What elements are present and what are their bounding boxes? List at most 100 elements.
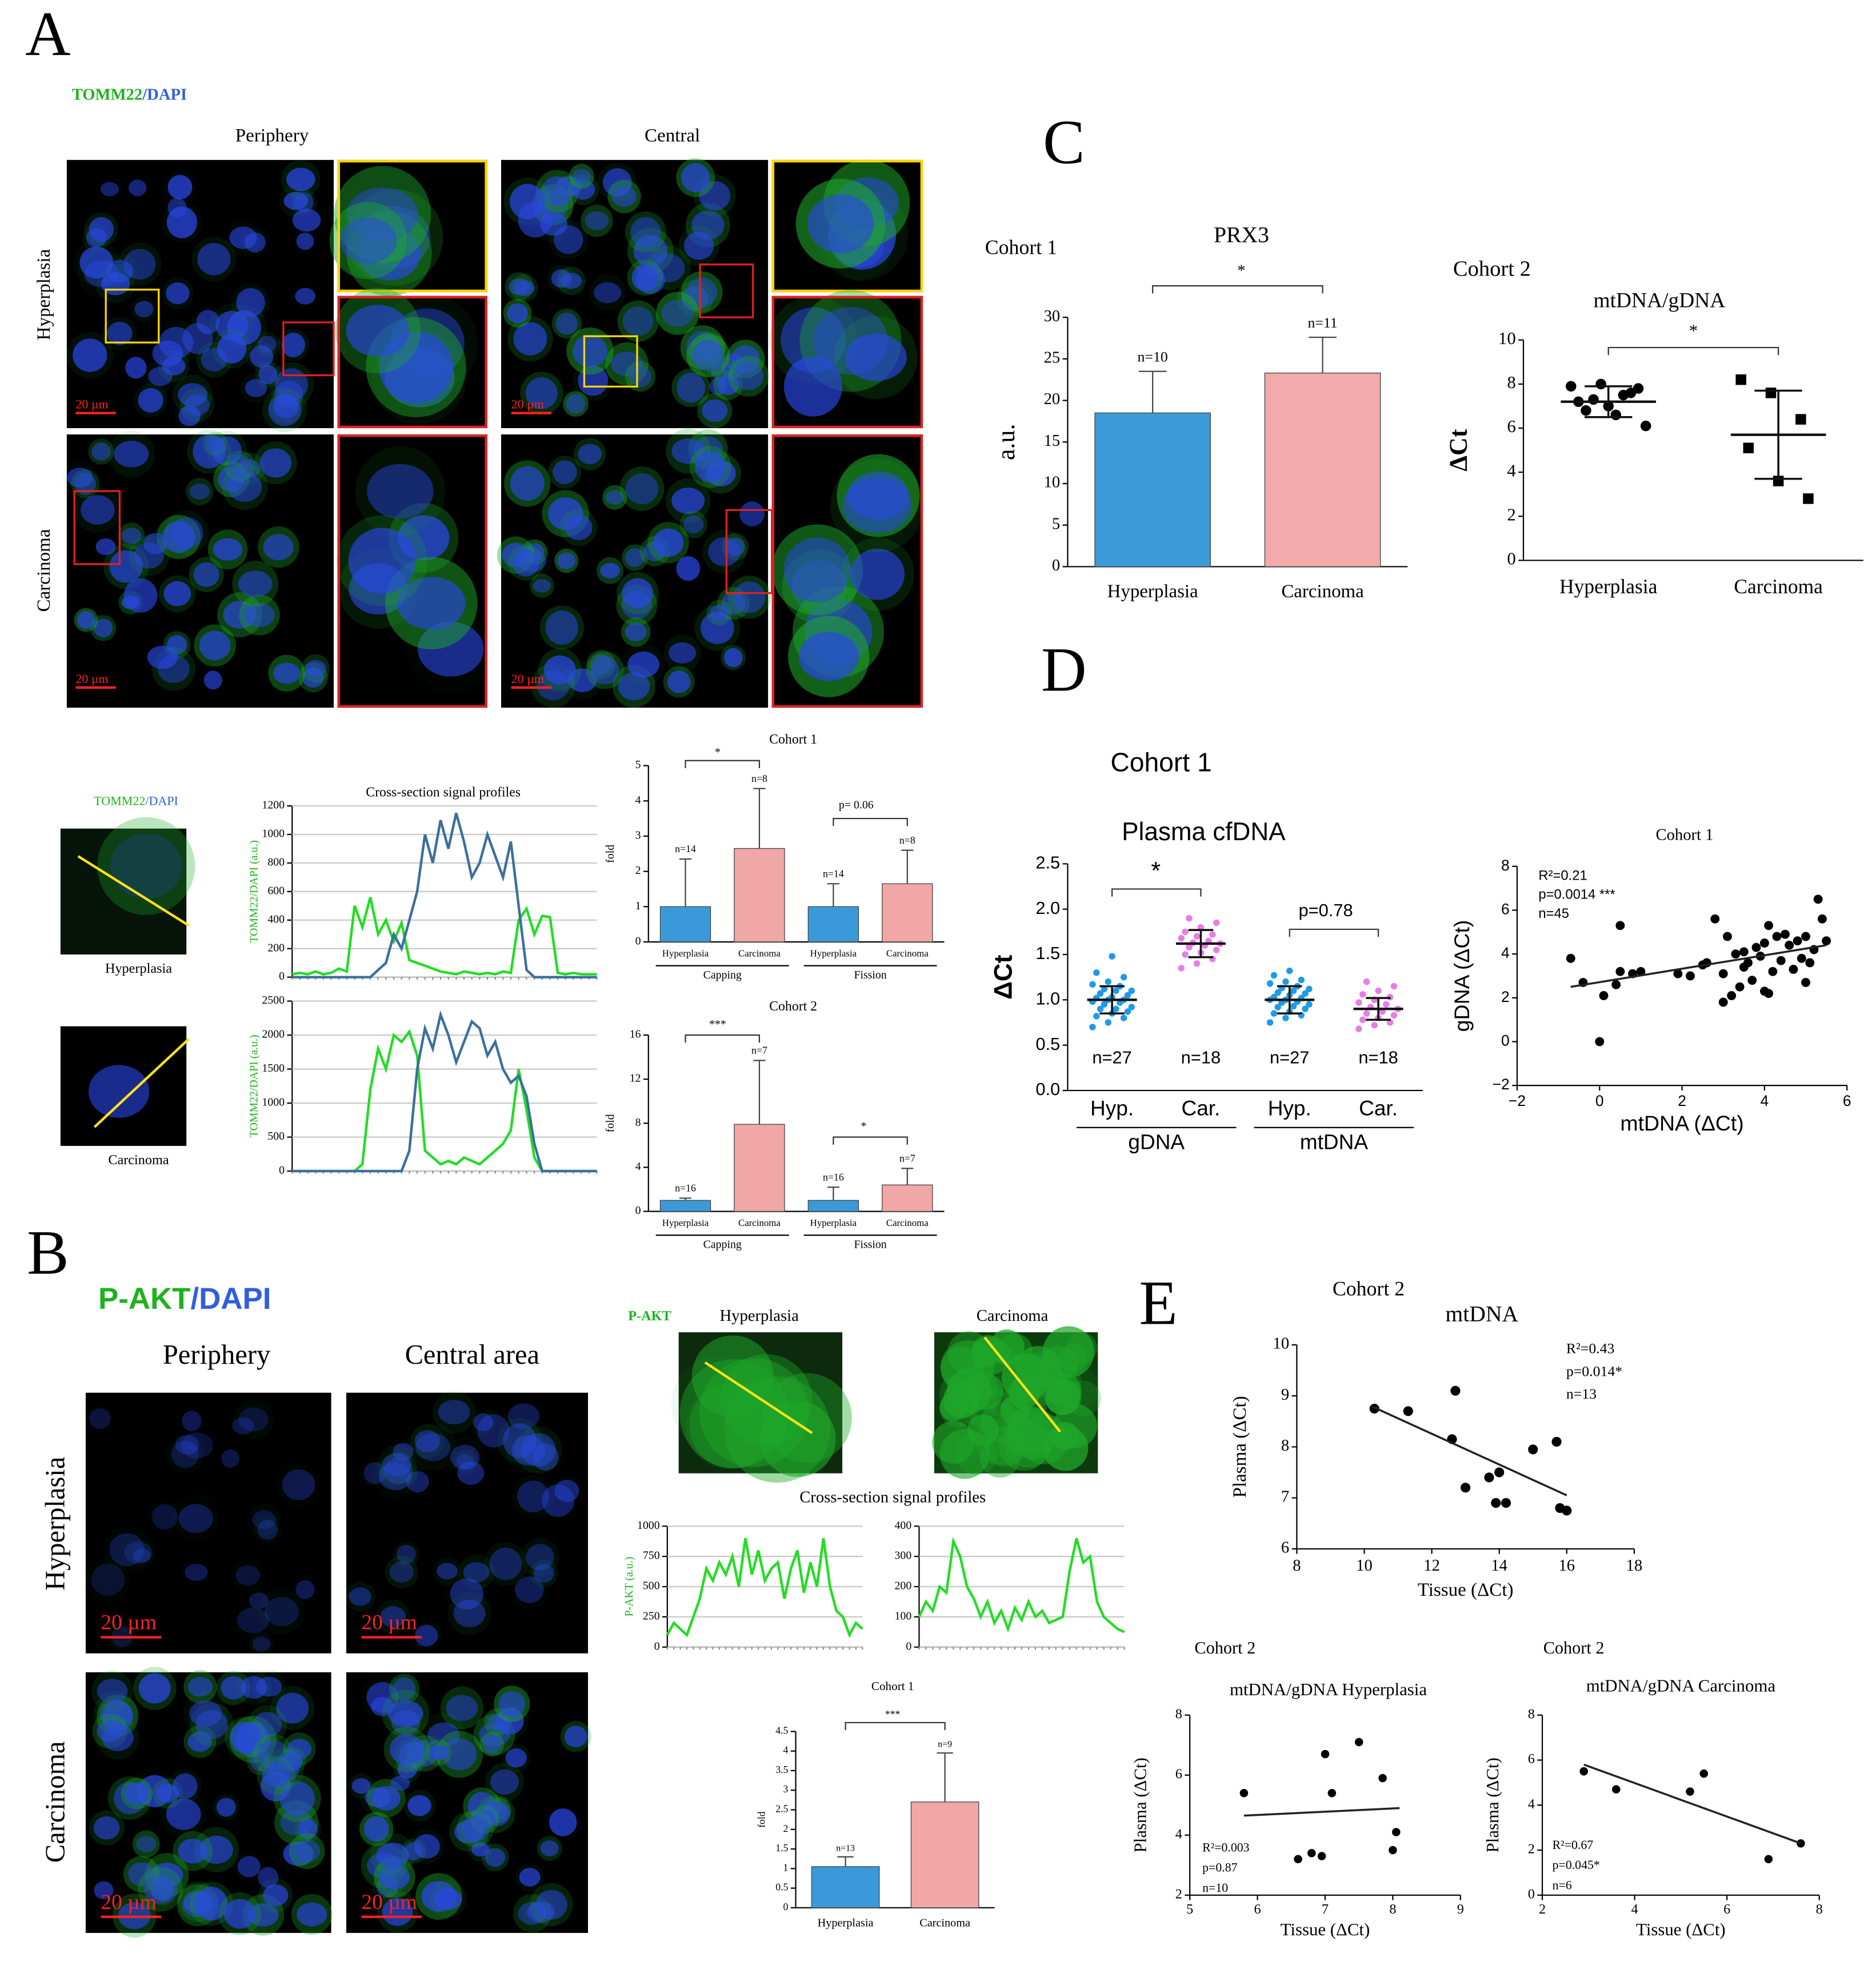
nucleus <box>363 1462 387 1484</box>
cytoplasm <box>617 300 659 342</box>
cytoplasm <box>164 510 209 556</box>
y-tick-label: 250 <box>643 1609 660 1622</box>
y-tick-label: 2 <box>1507 505 1515 524</box>
cytoplasm <box>379 1452 418 1490</box>
x-tick-label: Carcinoma <box>1281 581 1364 602</box>
micrograph-cells <box>932 1326 1101 1479</box>
nucleus <box>653 528 684 557</box>
micrograph <box>346 1392 589 1654</box>
data-point <box>1193 960 1201 967</box>
cytoplasm <box>671 1355 769 1453</box>
data-point <box>1109 953 1115 960</box>
data-point <box>1673 969 1683 978</box>
x-tick-label: Carcinoma <box>1734 575 1823 598</box>
cytoplasm <box>681 271 723 313</box>
data-point <box>1327 1788 1337 1798</box>
profile-line <box>983 1336 1061 1433</box>
data-point <box>1727 991 1737 1000</box>
data-point <box>1581 405 1591 416</box>
cytoplasm <box>589 274 626 311</box>
cytoplasm <box>679 510 707 538</box>
cytoplasm <box>447 1592 491 1635</box>
nucleus <box>618 672 650 701</box>
label: P-AKT/DAPI <box>98 1282 271 1316</box>
data-point <box>1270 1010 1278 1017</box>
trend-line <box>1370 1405 1567 1496</box>
nucleus <box>549 1808 577 1836</box>
data-point <box>1270 972 1278 979</box>
cytoplasm <box>1011 1365 1042 1395</box>
cytoplasm <box>530 573 554 598</box>
nucleus <box>178 405 201 426</box>
bar <box>734 1124 785 1212</box>
data-point <box>1197 924 1205 931</box>
nucleus <box>67 468 93 488</box>
data-point <box>1817 914 1827 924</box>
y-tick-label: 3.5 <box>775 1764 788 1775</box>
nucleus <box>138 1673 171 1704</box>
cohort-label: Cohort 1 <box>1110 748 1211 777</box>
nucleus <box>89 217 114 242</box>
data-point <box>1383 1001 1390 1008</box>
nucleus <box>566 394 585 414</box>
nucleus <box>244 602 275 628</box>
n-label: n=8 <box>899 834 915 846</box>
nucleus <box>783 537 851 603</box>
nucleus <box>224 1899 256 1929</box>
nucleus <box>471 1842 490 1857</box>
y-tick-label: 4 <box>635 794 641 806</box>
data-point <box>1803 493 1814 504</box>
nucleus <box>195 1887 228 1921</box>
cytoplasm <box>1001 1353 1050 1402</box>
y-axis-label: TOMM22/DAPI (a.u.) <box>247 1035 260 1137</box>
data-point <box>1093 969 1100 976</box>
bar <box>811 1866 880 1908</box>
y-tick-label: 3 <box>783 1783 789 1795</box>
nucleus <box>457 1461 485 1485</box>
group-label: Capping <box>703 969 742 981</box>
x-tick-label: Hyperplasia <box>1559 575 1658 598</box>
nucleus <box>125 357 147 379</box>
cytoplasm <box>409 1423 457 1471</box>
nucleus <box>91 442 111 461</box>
nucleus <box>446 1695 478 1722</box>
nucleus <box>723 648 743 668</box>
nucleus <box>170 517 203 549</box>
x-tick-label: 0 <box>1595 1092 1604 1109</box>
micrograph <box>60 828 187 955</box>
label: P-AKT <box>628 1308 671 1324</box>
x-tick-label: 12 <box>1423 1556 1440 1575</box>
x-tick-label: 10 <box>1356 1556 1373 1575</box>
nucleus <box>89 1408 111 1429</box>
inset-border <box>337 295 487 429</box>
y-tick-label: 8 <box>1507 373 1515 392</box>
data-point <box>1355 1025 1362 1032</box>
nucleus <box>151 1504 178 1530</box>
nucleus <box>247 1903 279 1927</box>
data-point <box>1595 1037 1605 1047</box>
profile-line <box>77 855 190 927</box>
nucleus <box>133 1548 151 1563</box>
data-point <box>1566 953 1575 963</box>
nucleus <box>351 1778 371 1794</box>
nucleus <box>238 570 273 597</box>
y-tick-label: 2 <box>1501 988 1510 1005</box>
cytoplasm <box>180 388 214 422</box>
cell-label: Carcinoma <box>108 1152 169 1168</box>
x-tick-label: 6 <box>1843 1092 1851 1109</box>
data-point <box>1764 921 1774 930</box>
data-point <box>1120 1015 1127 1021</box>
nucleus <box>187 1731 212 1752</box>
data-point <box>1743 442 1754 454</box>
label-part: /DAPI <box>142 85 187 103</box>
sd-bar <box>1277 985 1302 1015</box>
nucleus <box>203 670 222 690</box>
nucleus <box>276 1692 309 1724</box>
y-tick-label: 1.5 <box>775 1842 788 1854</box>
data-point <box>1789 965 1798 974</box>
nucleus <box>683 231 714 260</box>
nucleus <box>717 375 739 396</box>
nucleus <box>572 335 607 368</box>
x-tick-label: 18 <box>1626 1556 1643 1575</box>
cytoplasm <box>759 1401 836 1477</box>
